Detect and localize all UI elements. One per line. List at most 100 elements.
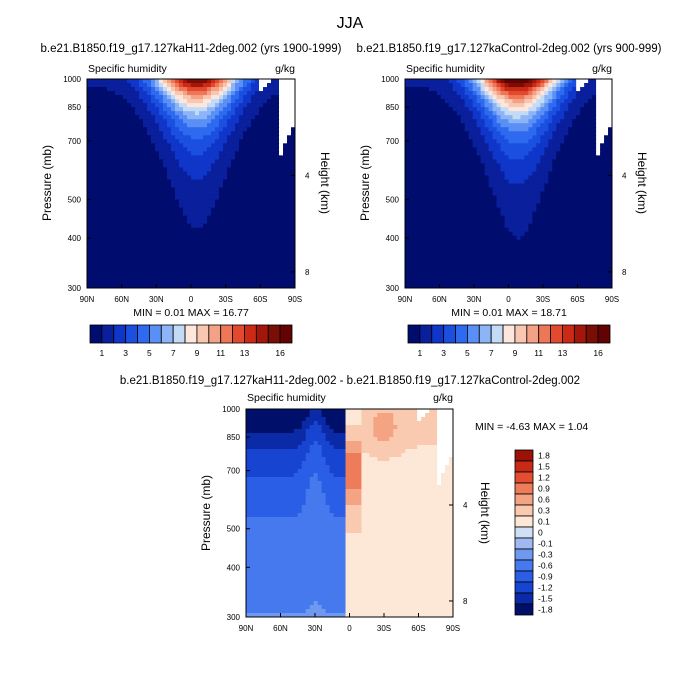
- field-cell: [584, 143, 589, 148]
- field-cell: [243, 247, 248, 253]
- field-cell: [119, 263, 124, 269]
- field-cell: [287, 247, 292, 253]
- field-cell: [127, 123, 132, 128]
- field-cell: [484, 231, 490, 237]
- field-cell: [183, 103, 188, 108]
- field-cell: [139, 247, 144, 253]
- field-cell: [207, 279, 212, 285]
- field-cell: [488, 163, 494, 169]
- field-cell: [215, 251, 220, 257]
- field-cell: [267, 99, 272, 104]
- field-cell: [131, 263, 136, 269]
- field-cell: [584, 83, 589, 88]
- field-cell: [255, 111, 260, 116]
- field-cell: [432, 119, 438, 124]
- field-cell: [119, 99, 124, 104]
- field-cell: [279, 271, 284, 277]
- field-cell: [107, 171, 112, 177]
- field-cell: [215, 279, 220, 285]
- field-cell: [243, 211, 248, 217]
- field-cell: [271, 283, 276, 288]
- field-cell: [107, 191, 112, 197]
- field-cell: [556, 115, 561, 120]
- field-cell: [203, 247, 208, 253]
- field-cell: [560, 127, 565, 132]
- field-cell: [243, 231, 248, 237]
- field-cell: [163, 123, 168, 128]
- field-cell: [576, 195, 581, 201]
- field-cell: [111, 223, 116, 229]
- field-cell: [251, 167, 256, 173]
- field-cell: [560, 183, 565, 189]
- field-cell: [271, 227, 276, 233]
- field-cell: [247, 99, 252, 104]
- field-cell: [179, 147, 184, 152]
- field-cell: [151, 111, 156, 116]
- field-cell: [131, 83, 136, 88]
- field-cell: [424, 247, 430, 253]
- field-cell: [420, 155, 426, 160]
- field-cell: [528, 167, 533, 173]
- field-cell: [572, 239, 577, 245]
- field-cell: [163, 267, 168, 273]
- field-cell: [291, 135, 295, 140]
- field-cell: [584, 195, 589, 201]
- field-cell: [524, 227, 529, 233]
- field-cell: [211, 123, 216, 128]
- field-cell: [524, 79, 529, 84]
- field-cell: [548, 135, 553, 140]
- field-cell: [432, 219, 438, 225]
- field-cell: [187, 115, 192, 120]
- field-cell: [143, 271, 148, 277]
- field-cell: [572, 215, 577, 221]
- field-cell: [484, 83, 490, 88]
- field-cell: [211, 279, 216, 285]
- field-cell: [123, 207, 128, 213]
- field-cell: [275, 151, 280, 156]
- field-cell: [456, 243, 462, 249]
- field-cell: [219, 119, 224, 124]
- field-cell: [540, 131, 545, 136]
- field-cell: [143, 259, 148, 265]
- field-cell: [231, 115, 236, 120]
- field-cell: [143, 139, 148, 144]
- field-cell: [496, 127, 502, 132]
- field-cell: [231, 79, 236, 84]
- field-cell: [139, 103, 144, 108]
- field-cell: [448, 215, 454, 221]
- field-cell: [131, 239, 136, 245]
- field-cell: [159, 203, 164, 209]
- field-cell: [480, 143, 486, 148]
- field-cell: [243, 115, 248, 120]
- field-cell: [504, 223, 510, 229]
- field-cell: [131, 131, 136, 136]
- field-cell: [412, 139, 418, 144]
- field-cell: [191, 83, 196, 88]
- field-cell: [151, 239, 156, 245]
- field-cell: [472, 211, 478, 217]
- field-cell: [552, 167, 557, 173]
- field-cell: [107, 159, 112, 164]
- field-cell: [95, 215, 100, 221]
- field-cell: [243, 107, 248, 112]
- field-cell: [203, 251, 208, 257]
- field-cell: [532, 187, 537, 193]
- field-cell: [448, 231, 454, 237]
- field-cell: [183, 207, 188, 213]
- field-cell: [87, 79, 92, 84]
- field-cell: [580, 167, 585, 173]
- field-cell: [275, 199, 280, 205]
- field-cell: [271, 95, 276, 100]
- field-cell: [468, 95, 474, 100]
- field-cell: [608, 155, 612, 160]
- field-cell: [592, 179, 597, 185]
- field-cell: [187, 207, 192, 213]
- field-cell: [416, 191, 422, 197]
- field-cell: [608, 187, 612, 193]
- field-cell: [271, 115, 276, 120]
- field-cell: [223, 79, 228, 84]
- field-cell: [600, 239, 605, 245]
- field-cell: [448, 151, 454, 156]
- field-cell: [91, 223, 96, 229]
- field-cell: [143, 79, 148, 84]
